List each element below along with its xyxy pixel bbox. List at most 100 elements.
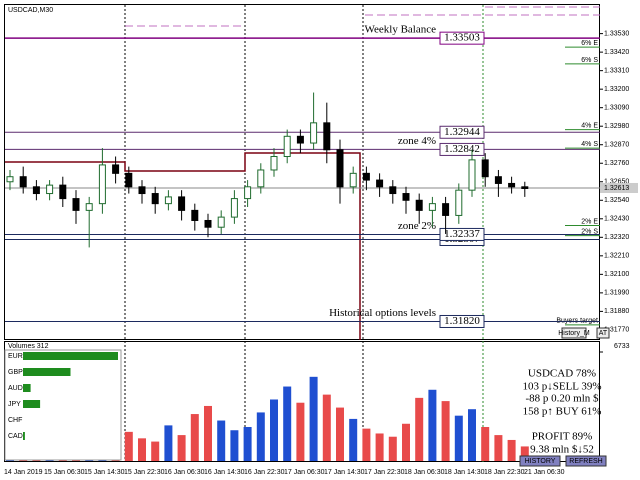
y-tick-label: 1.33420: [604, 49, 629, 56]
level-box: [439, 142, 485, 156]
level-note: zone 2%: [398, 220, 436, 232]
volume-bar: [124, 431, 133, 461]
candle-body: [151, 193, 159, 205]
candle-body: [428, 203, 436, 211]
level-label: 1.31820: [444, 315, 480, 327]
info-text: USDCAD 78%: [528, 368, 596, 380]
volume-bar: [454, 415, 463, 461]
level-box: [439, 227, 485, 241]
candle-body: [32, 186, 40, 195]
info-text: 158 p↑ BUY 61%: [523, 406, 602, 418]
x-tick-label: 18 Jan 06:30: [404, 469, 445, 476]
currency-bar: [23, 384, 31, 392]
y-tick-label: 1.32100: [604, 271, 629, 278]
candle-body: [494, 176, 502, 184]
y-tick-label: 1.31990: [604, 290, 629, 297]
level-label: 1.32842: [444, 143, 480, 155]
candle-body: [112, 164, 120, 174]
volume-bar: [270, 399, 278, 461]
volume-tick-label: 6733: [614, 343, 630, 350]
candle-body: [72, 198, 80, 211]
currency-bar: [23, 352, 118, 360]
currency-name: GBP: [8, 369, 23, 376]
candle-body: [59, 184, 67, 200]
candle-body: [508, 182, 516, 188]
candle-body: [296, 135, 304, 144]
button[interactable]: [565, 455, 607, 467]
volume-bar: [415, 397, 424, 461]
candle-body: [376, 179, 384, 188]
volume-bar: [204, 405, 212, 461]
y-tick-label: 1.32760: [604, 160, 629, 167]
x-tick-label: 15 Jan 06:30: [44, 469, 85, 476]
x-tick-label: 17 Jan 14:30: [324, 469, 365, 476]
level-box: [439, 314, 485, 328]
button-label[interactable]: AT: [599, 330, 608, 337]
side-level-label: 4% E: [581, 122, 598, 129]
level-label: 1.32337: [444, 228, 480, 240]
button[interactable]: [561, 327, 587, 339]
volume-bar: [349, 418, 358, 461]
button[interactable]: [519, 455, 561, 467]
currency-bg: [4, 349, 122, 461]
candle-body: [217, 216, 225, 228]
level-box: [439, 31, 485, 45]
candle-body: [138, 186, 146, 195]
y-tick-label: 1.31770: [604, 327, 629, 334]
x-tick-label: 15 Jan 14:30: [84, 469, 125, 476]
y-tick-label: 1.32320: [604, 234, 629, 241]
candle-body: [455, 189, 463, 216]
volume-bar: [336, 407, 344, 461]
volume-bar: [296, 402, 305, 461]
currency-name: CAD: [8, 433, 23, 440]
y-tick-label: 1.33530: [604, 30, 629, 37]
y-tick-label: 1.33310: [604, 67, 629, 74]
volume-bar: [309, 376, 318, 461]
candle-body: [521, 186, 529, 189]
volume-title: Volumes 312: [8, 343, 49, 350]
x-tick-label: 18 Jan 14:30: [444, 469, 485, 476]
volume-bar: [177, 435, 186, 461]
y-tick-label: 1.33200: [604, 86, 629, 93]
y-tick-label: 1.32650: [604, 179, 629, 186]
volume-bar: [388, 436, 397, 461]
volume-bar: [481, 427, 490, 461]
candle-body: [46, 184, 54, 195]
level-note: Historical options levels: [329, 307, 436, 319]
x-tick-label: 16 Jan 22:30: [244, 469, 285, 476]
candle-body: [415, 199, 423, 211]
x-tick-label: 14 Jan 2019: [4, 469, 43, 476]
volume-bar: [256, 412, 265, 461]
candle-body: [164, 196, 172, 205]
volume-bar: [243, 427, 252, 461]
dashed-top-levels: [125, 6, 600, 27]
currency-bar: [23, 432, 25, 440]
y-tick-label: 1.31880: [604, 308, 629, 315]
candle-body: [244, 186, 252, 200]
candle-body: [257, 169, 265, 188]
candle-body: [230, 198, 238, 218]
side-level-label: 6% S: [581, 57, 598, 64]
button[interactable]: [596, 327, 610, 339]
y-tick-label: 1.32540: [604, 197, 629, 204]
y-tick-label: 1.32870: [604, 142, 629, 149]
level-box: [439, 125, 485, 139]
volume-bar: [402, 423, 410, 461]
y-tick-label: 1.32980: [604, 123, 629, 130]
current-price-box: [600, 182, 638, 193]
volume-bar: [138, 438, 146, 461]
candle-body: [362, 172, 370, 181]
candle-body: [204, 219, 212, 228]
volume-bar: [362, 428, 371, 461]
button-label[interactable]: History_M: [558, 330, 590, 337]
button-label[interactable]: REFRESH: [569, 458, 602, 465]
volume-bar: [322, 394, 331, 461]
candle-body: [402, 193, 410, 201]
volume-bar: [283, 386, 292, 461]
side-level-label: 2% S: [581, 228, 598, 235]
candle-body: [481, 159, 489, 178]
candle-body: [6, 176, 14, 183]
volume-bar: [151, 441, 160, 461]
candle-body: [19, 176, 27, 188]
button-label[interactable]: HISTORY: [525, 458, 556, 465]
